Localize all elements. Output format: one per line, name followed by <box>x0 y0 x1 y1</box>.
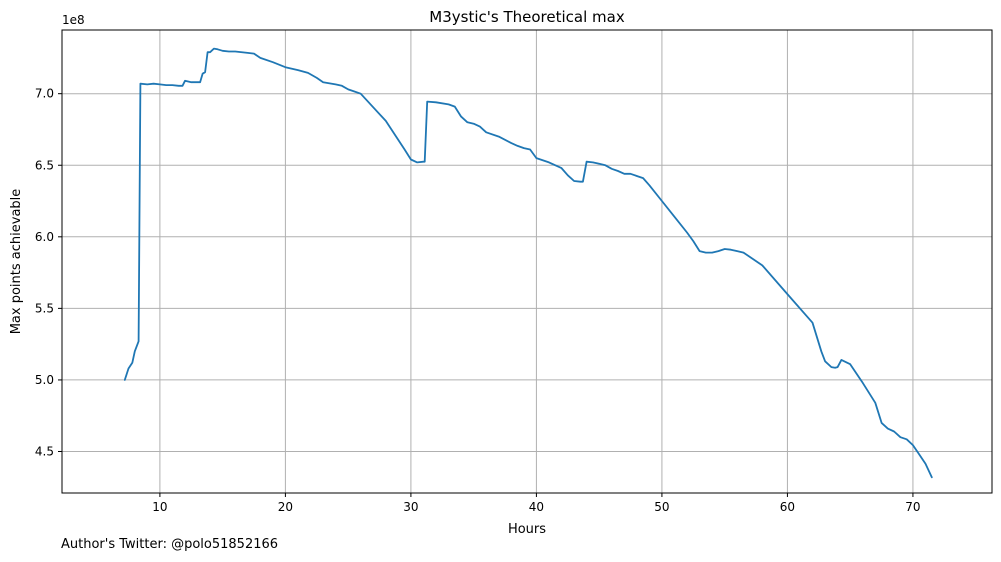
author-credit: Author's Twitter: @polo51852166 <box>61 537 279 552</box>
x-tick-label: 10 <box>152 500 167 514</box>
x-tick-label: 30 <box>403 500 418 514</box>
y-axis-offset-label: 1e8 <box>62 13 85 27</box>
y-tick-label: 4.5 <box>35 444 54 458</box>
series-layer <box>123 47 933 479</box>
x-tick-label: 40 <box>529 500 544 514</box>
x-tick-label: 50 <box>654 500 669 514</box>
y-tick-label: 7.0 <box>35 87 54 101</box>
x-tick-label: 60 <box>780 500 795 514</box>
y-tick-label: 6.5 <box>35 158 54 172</box>
plot-frame <box>61 29 993 494</box>
x-tick-label: 70 <box>905 500 920 514</box>
grid-lines <box>62 30 992 493</box>
y-tick-label: 6.0 <box>35 230 54 244</box>
y-axis-title: Max points achievable <box>9 189 24 335</box>
y-tick-label: 5.5 <box>35 301 54 315</box>
x-tick-label: 20 <box>278 500 293 514</box>
y-tick-label: 5.0 <box>35 373 54 387</box>
tick-layer: 10 20 30 40 50 60 70 4.5 5.0 5.5 6.0 6.5 7.0 <box>35 87 921 514</box>
chart-title: M3ystic's Theoretical max <box>429 8 625 26</box>
series-line <box>123 47 933 479</box>
x-axis-title: Hours <box>508 522 546 537</box>
